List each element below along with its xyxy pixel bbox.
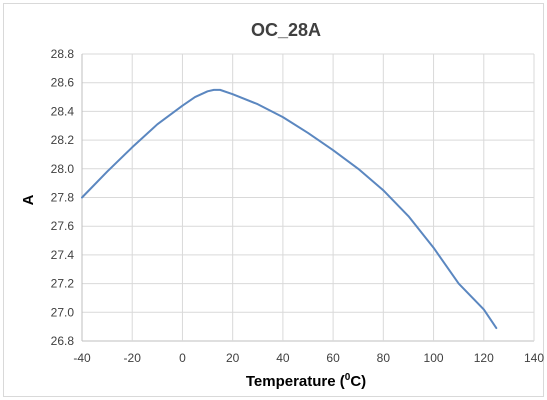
x-tick-label: 40 [276, 351, 290, 365]
x-tick-label: -40 [73, 351, 91, 365]
y-tick-label: 26.8 [51, 334, 75, 348]
x-tick-label: -20 [124, 351, 142, 365]
x-tick-label: 20 [226, 351, 240, 365]
grid-layer [81, 53, 535, 342]
y-tick-label: 28.4 [51, 104, 75, 118]
y-tick-label: 28.2 [51, 133, 75, 147]
x-tick-label: 0 [179, 351, 186, 365]
x-tick-label: 140 [524, 351, 544, 365]
y-tick-label: 28.8 [51, 47, 75, 61]
y-axis-title: A [20, 194, 37, 205]
series-line [81, 88, 498, 330]
x-tick-label: 100 [424, 351, 444, 365]
y-tick-label: 27.6 [51, 219, 75, 233]
y-tick-label: 27.2 [51, 277, 75, 291]
tick-labels: 26.8 27.0 27.2 27.4 27.6 27.8 28.0 28.2 28.4 28.6… [51, 47, 545, 365]
x-axis-title: Temperature (0C) [246, 372, 366, 390]
y-tick-label: 28.6 [51, 76, 75, 90]
y-tick-label: 28.0 [51, 162, 75, 176]
y-tick-label: 27.8 [51, 191, 75, 205]
x-axis-title-text: Temperature ( [246, 373, 345, 390]
x-tick-label: 60 [326, 351, 340, 365]
x-tick-label: 120 [474, 351, 494, 365]
x-tick-label: 80 [377, 351, 391, 365]
x-axis-title-superscript: 0 [345, 372, 351, 383]
x-axis-title-suffix: C) [350, 373, 366, 390]
chart-frame: OC_28A 26.8 27.0 27.2 27.4 27.6 27.8 28.0 28.2 2… [3, 3, 544, 397]
y-tick-label: 27.4 [51, 248, 75, 262]
chart-title: OC_28A [251, 20, 321, 40]
series-layer [81, 88, 498, 330]
y-tick-label: 27.0 [51, 305, 75, 319]
line-chart: OC_28A 26.827.027.227.427.627.828.028.22… [20, 20, 545, 390]
